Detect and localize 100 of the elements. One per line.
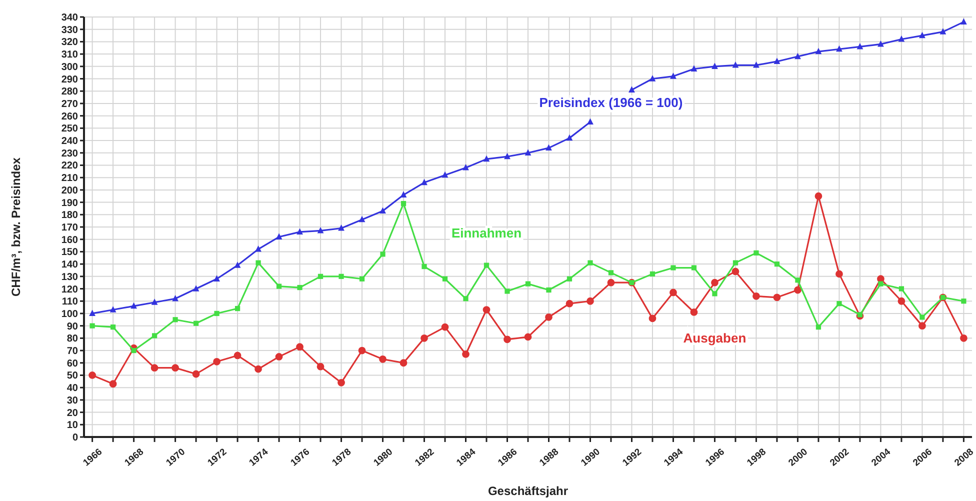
point bbox=[588, 260, 593, 266]
point bbox=[317, 227, 324, 234]
point bbox=[587, 118, 594, 125]
point bbox=[586, 297, 594, 305]
series-label: Ausgaben bbox=[683, 330, 746, 346]
point bbox=[109, 380, 117, 388]
point bbox=[504, 288, 510, 294]
point bbox=[795, 278, 800, 283]
point bbox=[545, 313, 552, 321]
point bbox=[463, 296, 468, 302]
point bbox=[691, 265, 697, 270]
point bbox=[296, 343, 304, 351]
point bbox=[918, 322, 926, 330]
point bbox=[566, 300, 574, 308]
point bbox=[234, 352, 242, 360]
point bbox=[421, 178, 428, 186]
point bbox=[234, 262, 241, 268]
y-tick-label: 90 bbox=[66, 321, 78, 332]
y-tick-label: 110 bbox=[62, 296, 78, 308]
point bbox=[524, 149, 532, 156]
series-label: Preisindex (1966 = 100) bbox=[539, 94, 683, 110]
point bbox=[400, 200, 406, 206]
point bbox=[732, 260, 738, 266]
y-tick-label: 100 bbox=[61, 308, 78, 320]
y-tick-label: 210 bbox=[61, 173, 78, 184]
point bbox=[483, 155, 490, 162]
point bbox=[794, 286, 802, 294]
point bbox=[420, 334, 428, 342]
point bbox=[898, 297, 906, 305]
point bbox=[525, 281, 531, 286]
point bbox=[380, 207, 386, 214]
point bbox=[359, 276, 365, 282]
point bbox=[648, 314, 656, 322]
y-tick-label: 220 bbox=[61, 160, 78, 172]
point bbox=[712, 291, 718, 296]
point bbox=[712, 62, 718, 69]
y-tick-label: 130 bbox=[61, 272, 78, 283]
point bbox=[607, 278, 615, 286]
point bbox=[857, 312, 863, 318]
point bbox=[482, 306, 490, 314]
y-tick-label: 250 bbox=[61, 124, 78, 135]
point bbox=[732, 268, 740, 276]
point bbox=[816, 324, 822, 330]
point bbox=[358, 346, 366, 354]
y-tick-label: 270 bbox=[61, 98, 78, 110]
y-tick-label: 260 bbox=[61, 111, 78, 122]
point bbox=[836, 270, 843, 278]
point bbox=[442, 171, 448, 178]
y-tick-label: 300 bbox=[61, 62, 78, 73]
point bbox=[608, 270, 614, 276]
point bbox=[131, 348, 136, 354]
point bbox=[172, 317, 178, 322]
point bbox=[649, 75, 656, 82]
y-tick-label: 240 bbox=[61, 136, 78, 148]
point bbox=[690, 308, 698, 316]
y-tick-label: 80 bbox=[66, 334, 78, 345]
point bbox=[670, 72, 676, 79]
point bbox=[275, 353, 283, 360]
point bbox=[878, 281, 884, 286]
point bbox=[462, 164, 469, 170]
point bbox=[920, 314, 925, 320]
point bbox=[442, 276, 448, 282]
y-tick-label: 180 bbox=[61, 210, 78, 222]
point bbox=[814, 192, 822, 200]
y-tick-label: 340 bbox=[61, 12, 78, 24]
y-axis-title: CHF/m³, bzw. Preisindex bbox=[9, 157, 23, 296]
point bbox=[338, 224, 344, 231]
point bbox=[152, 333, 158, 338]
y-tick-label: 40 bbox=[66, 383, 78, 394]
point bbox=[151, 298, 158, 305]
point bbox=[316, 362, 324, 370]
point bbox=[358, 216, 366, 222]
point bbox=[794, 52, 801, 60]
point bbox=[960, 18, 967, 24]
point bbox=[546, 287, 552, 293]
point bbox=[379, 355, 386, 363]
point bbox=[484, 262, 490, 268]
point bbox=[940, 28, 946, 34]
point bbox=[960, 334, 968, 342]
point bbox=[836, 301, 842, 306]
point bbox=[380, 252, 386, 257]
point bbox=[856, 42, 864, 50]
point bbox=[754, 250, 759, 256]
point bbox=[524, 333, 532, 341]
point bbox=[878, 40, 884, 47]
point bbox=[150, 364, 158, 372]
point bbox=[898, 36, 905, 42]
point bbox=[338, 274, 344, 279]
point bbox=[711, 278, 718, 286]
point bbox=[504, 336, 511, 344]
point bbox=[318, 274, 324, 279]
y-tick-label: 320 bbox=[61, 37, 78, 48]
point bbox=[670, 265, 676, 270]
text: Einnahmen bbox=[451, 226, 522, 241]
point bbox=[255, 246, 262, 252]
y-tick-label: 160 bbox=[61, 234, 78, 246]
point bbox=[670, 288, 677, 296]
point bbox=[400, 359, 408, 367]
y-tick-label: 230 bbox=[61, 148, 78, 160]
y-tick-label: 50 bbox=[66, 370, 78, 382]
